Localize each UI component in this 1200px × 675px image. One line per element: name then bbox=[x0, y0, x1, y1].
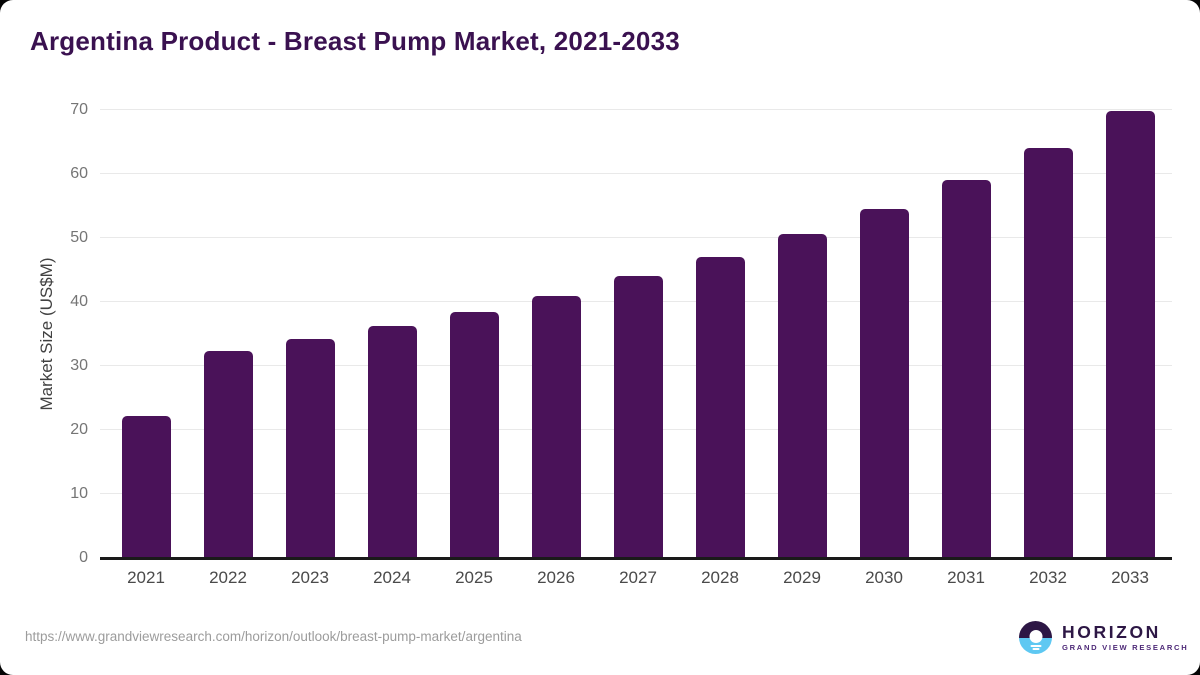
bar-2026 bbox=[531, 295, 581, 558]
bar-2025 bbox=[449, 311, 499, 558]
x-tick-label-2025: 2025 bbox=[455, 568, 493, 587]
bar-2033 bbox=[1105, 111, 1155, 558]
logo-reflection-stripe bbox=[1032, 648, 1039, 650]
horizon-sun-icon bbox=[1019, 621, 1052, 654]
bar-2027 bbox=[613, 276, 663, 558]
bar-2028 bbox=[695, 256, 745, 558]
bar-2031 bbox=[941, 180, 991, 558]
source-url: https://www.grandviewresearch.com/horizo… bbox=[25, 629, 522, 644]
logo-sky-half bbox=[1019, 621, 1052, 638]
y-tick-label: 10 bbox=[70, 485, 88, 502]
horizon-logo: HORIZON GRAND VIEW RESEARCH bbox=[1019, 621, 1188, 654]
logo-sun bbox=[1029, 630, 1042, 643]
logo-reflection-stripe bbox=[1030, 644, 1041, 647]
x-tick-label-2024: 2024 bbox=[373, 568, 411, 587]
x-tick-label-2027: 2027 bbox=[619, 568, 657, 587]
x-tick-label-2028: 2028 bbox=[701, 568, 739, 587]
plot-area bbox=[100, 109, 1172, 558]
y-tick-label: 70 bbox=[70, 101, 88, 118]
x-axis-line bbox=[100, 557, 1172, 560]
y-tick-label: 60 bbox=[70, 165, 88, 182]
y-axis-title: Market Size (US$M) bbox=[37, 257, 56, 411]
x-tick-label-2026: 2026 bbox=[537, 568, 575, 587]
x-tick-label-2033: 2033 bbox=[1111, 568, 1149, 587]
x-tick-label-2032: 2032 bbox=[1029, 568, 1067, 587]
y-tick-label: 40 bbox=[70, 293, 88, 310]
logo-title: HORIZON bbox=[1062, 621, 1161, 642]
logo-subtitle: GRAND VIEW RESEARCH bbox=[1062, 642, 1189, 652]
x-tick-label-2022: 2022 bbox=[209, 568, 247, 587]
bar-2030 bbox=[859, 209, 909, 558]
x-tick-label-2029: 2029 bbox=[783, 568, 821, 587]
bar-2029 bbox=[777, 233, 827, 558]
logo-text: HORIZON GRAND VIEW RESEARCH bbox=[1062, 621, 1189, 652]
y-tick-label: 50 bbox=[70, 229, 88, 246]
x-tick-label-2021: 2021 bbox=[127, 568, 165, 587]
bar-2032 bbox=[1023, 147, 1073, 558]
bar-2023 bbox=[285, 339, 335, 558]
gridline bbox=[100, 109, 1172, 110]
x-tick-label-2023: 2023 bbox=[291, 568, 329, 587]
gridline bbox=[100, 237, 1172, 238]
bar-2024 bbox=[367, 326, 417, 558]
y-tick-label: 0 bbox=[79, 549, 88, 566]
bar-2021 bbox=[121, 415, 171, 558]
bar-2022 bbox=[203, 351, 253, 558]
x-tick-label-2031: 2031 bbox=[947, 568, 985, 587]
gridline bbox=[100, 173, 1172, 174]
x-tick-label-2030: 2030 bbox=[865, 568, 903, 587]
chart-title: Argentina Product - Breast Pump Market, … bbox=[30, 26, 680, 56]
y-tick-label: 20 bbox=[70, 421, 88, 438]
y-tick-label: 30 bbox=[70, 357, 88, 374]
